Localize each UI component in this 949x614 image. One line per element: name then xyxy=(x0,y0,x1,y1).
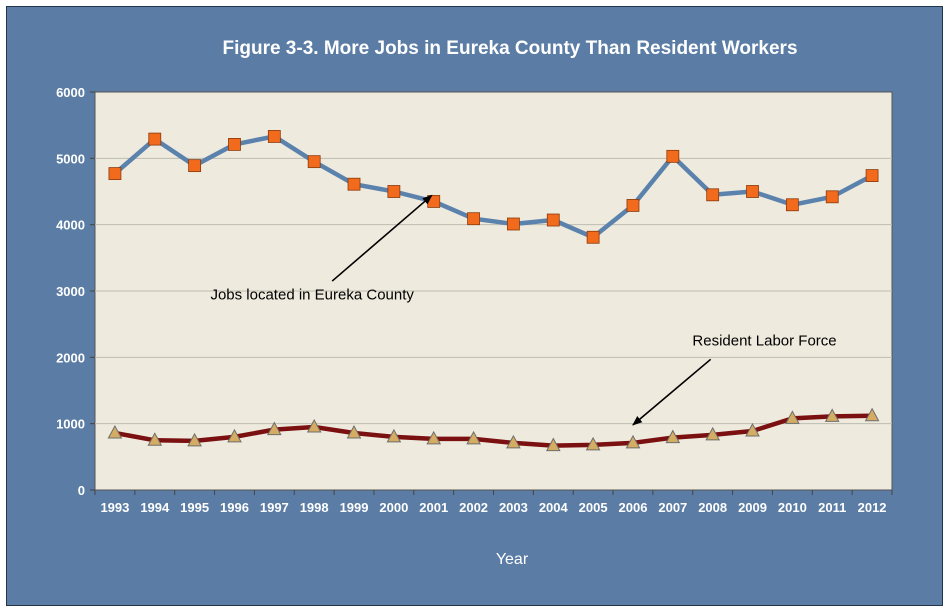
labor-annotation-arrow xyxy=(632,358,712,426)
data-point-jobs xyxy=(626,199,640,212)
data-point-labor-force xyxy=(705,426,721,441)
data-point-jobs xyxy=(347,177,361,191)
data-point-jobs xyxy=(467,212,480,226)
data-point-labor-force xyxy=(426,430,442,445)
data-point-jobs xyxy=(746,185,759,198)
data-point-jobs xyxy=(307,155,321,169)
x-tick-label: 2004 xyxy=(539,500,569,515)
data-point-jobs xyxy=(666,149,680,163)
data-point-labor-force xyxy=(545,437,561,452)
x-tick-label: 2010 xyxy=(778,500,807,515)
data-point-jobs xyxy=(387,185,401,198)
y-tick-label: 3000 xyxy=(56,284,85,299)
x-tick-label: 2012 xyxy=(858,500,887,515)
x-tick-label: 1993 xyxy=(100,500,129,515)
x-tick-label: 2002 xyxy=(459,500,488,515)
data-point-labor-force xyxy=(266,421,282,436)
labor-annotation-label: Resident Labor Force xyxy=(692,332,836,349)
series-line-1 xyxy=(112,134,875,240)
y-tick-label: 4000 xyxy=(56,218,85,233)
x-tick-label: 2007 xyxy=(658,500,687,515)
data-point-labor-force xyxy=(306,418,322,433)
jobs-annotation-label: Jobs located in Eureka County xyxy=(210,287,414,304)
x-tick-label: 1998 xyxy=(300,500,329,515)
x-tick-label: 2005 xyxy=(579,500,608,515)
x-tick-label: 1995 xyxy=(180,500,209,515)
data-point-labor-force xyxy=(466,430,481,445)
chart-title: Figure 3-3. More Jobs in Eureka County T… xyxy=(222,38,797,59)
x-tick-label: 1994 xyxy=(140,500,170,515)
data-point-labor-force xyxy=(665,429,681,444)
data-point-jobs xyxy=(108,167,122,180)
data-point-labor-force xyxy=(386,428,402,443)
data-point-jobs xyxy=(507,217,520,231)
x-tick-label: 2009 xyxy=(738,500,767,515)
y-tick-label: 0 xyxy=(78,483,85,498)
jobs-annotation-arrow xyxy=(331,194,433,282)
data-point-labor-force xyxy=(785,410,800,424)
y-tick-label: 2000 xyxy=(56,350,85,365)
y-tick-label: 1000 xyxy=(56,417,85,432)
x-tick-label: 2003 xyxy=(499,500,528,515)
data-point-labor-force xyxy=(346,424,362,439)
data-point-labor-force xyxy=(585,436,601,451)
data-point-jobs xyxy=(825,190,839,204)
x-tick-label: 2008 xyxy=(698,500,727,515)
series-line-2 xyxy=(112,413,875,448)
x-tick-label: 1999 xyxy=(340,500,369,515)
data-point-labor-force xyxy=(107,424,123,439)
x-tick-label: 2000 xyxy=(379,500,408,515)
x-tick-label: 1996 xyxy=(220,500,249,515)
data-point-labor-force xyxy=(625,434,641,449)
data-point-jobs xyxy=(586,230,600,244)
data-point-jobs xyxy=(148,132,162,146)
y-tick-label: 6000 xyxy=(56,85,85,100)
x-tick-label: 1997 xyxy=(260,500,289,515)
data-point-jobs xyxy=(228,138,241,151)
x-axis-label: Year xyxy=(496,551,529,568)
data-point-jobs xyxy=(188,159,202,173)
data-point-labor-force xyxy=(824,408,840,422)
data-point-jobs xyxy=(865,169,879,182)
data-point-labor-force xyxy=(745,422,760,437)
x-tick-label: 2011 xyxy=(818,500,846,515)
data-point-labor-force xyxy=(187,432,202,447)
data-point-jobs xyxy=(546,213,560,227)
y-tick-label: 5000 xyxy=(56,151,85,166)
x-tick-label: 2006 xyxy=(619,500,648,515)
x-tick-label: 2001 xyxy=(419,500,448,515)
data-point-labor-force xyxy=(506,434,521,449)
data-point-jobs xyxy=(706,188,720,202)
data-point-labor-force xyxy=(227,428,242,443)
data-point-jobs xyxy=(785,198,799,212)
data-point-labor-force xyxy=(864,407,880,422)
data-point-labor-force xyxy=(147,432,163,446)
data-point-jobs xyxy=(267,130,281,143)
